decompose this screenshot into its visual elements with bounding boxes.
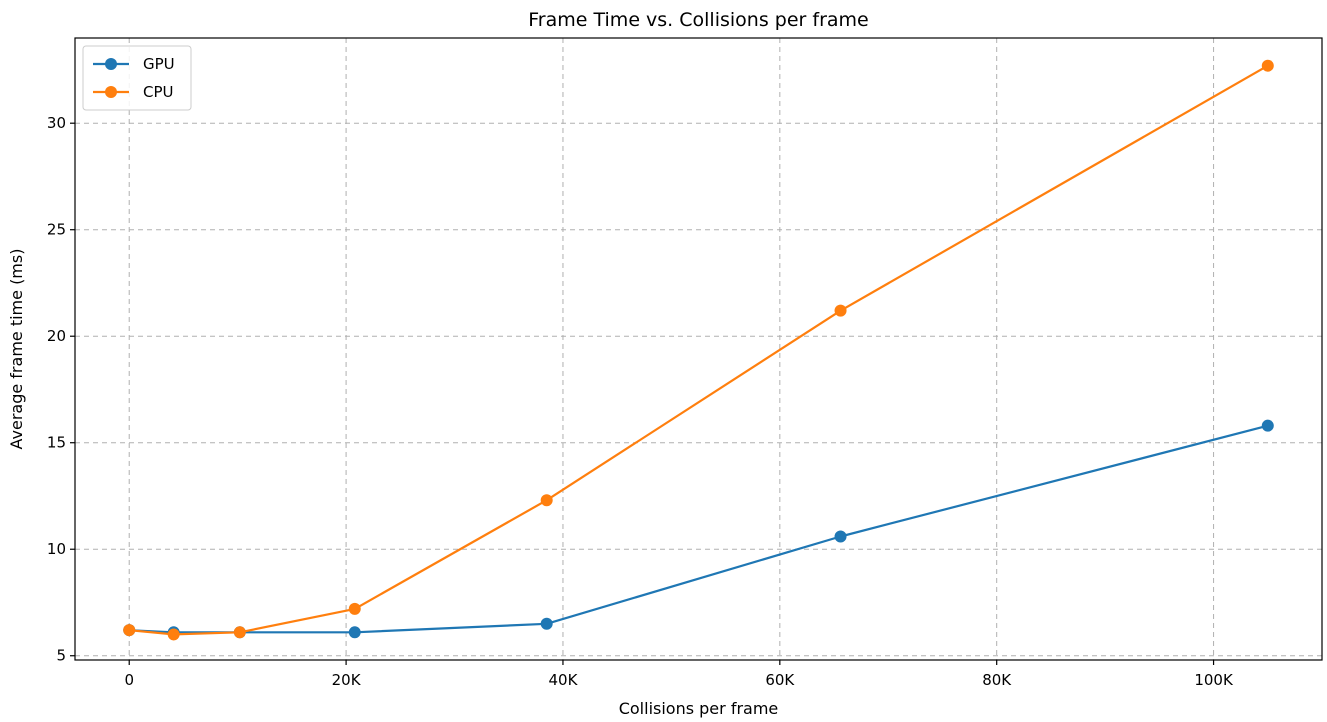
gpu-data-point [1261,419,1274,432]
cpu-data-point [123,624,136,637]
y-tick-label: 25 [47,221,66,239]
x-tick-label: 20K [332,671,362,689]
y-tick-label: 20 [47,327,66,345]
cpu-data-point [233,626,246,639]
x-tick-label: 60K [765,671,795,689]
y-axis-label: Average frame time (ms) [7,249,26,450]
legend: GPU CPU [82,45,192,111]
series-gpu [123,419,1274,639]
tick-layer: 0 20K 40K 60K 80K 100K 5 10 15 20 25 30 [47,114,1234,689]
y-tick-label: 5 [56,647,66,665]
cpu-data-point [834,304,847,317]
plot-area-frame [74,37,1323,661]
legend-label-gpu: GPU [143,55,175,73]
gpu-series-line [129,424,1269,634]
cpu-data-point [167,628,180,641]
x-tick-label: 40K [548,671,578,689]
x-axis-label: Collisions per frame [619,699,779,718]
legend-item-gpu: GPU [93,55,175,73]
y-tick-label: 30 [47,114,66,132]
x-tick-label: 80K [982,671,1012,689]
series-layer [123,59,1274,641]
gpu-data-point [834,530,847,543]
chart-title: Frame Time vs. Collisions per frame [528,9,868,31]
y-tick-label: 10 [47,540,66,558]
gpu-data-point [540,617,553,630]
grid-layer [75,38,1322,660]
cpu-data-point [1261,59,1274,72]
legend-label-cpu: CPU [143,83,174,101]
legend-marker-gpu [105,58,117,70]
legend-item-cpu: CPU [93,83,174,101]
legend-box [82,45,192,111]
legend-marker-cpu [105,86,117,98]
x-tick-label: 100K [1194,671,1234,689]
cpu-data-point [540,494,553,507]
cpu-data-point [348,602,361,615]
x-tick-label: 0 [124,671,134,689]
gpu-data-point [348,626,361,639]
y-tick-label: 15 [47,434,66,452]
series-cpu [123,59,1274,641]
